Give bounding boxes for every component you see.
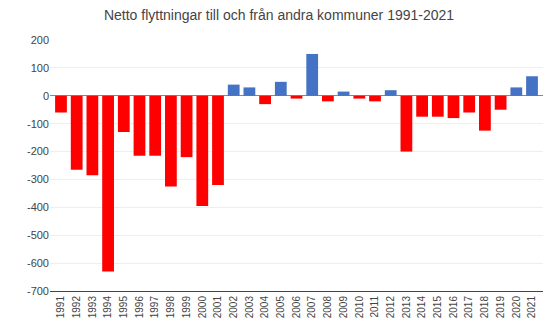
svg-text:-700: -700 <box>27 285 49 297</box>
svg-text:2008: 2008 <box>322 296 333 319</box>
svg-text:-600: -600 <box>27 257 49 269</box>
svg-text:200: 200 <box>31 34 49 46</box>
svg-text:2012: 2012 <box>385 296 396 319</box>
svg-text:2005: 2005 <box>275 296 286 319</box>
svg-text:1993: 1993 <box>87 296 98 319</box>
svg-text:-300: -300 <box>27 173 49 185</box>
svg-text:2013: 2013 <box>401 296 412 319</box>
svg-text:1992: 1992 <box>71 296 82 319</box>
svg-text:2021: 2021 <box>526 296 537 319</box>
svg-text:2009: 2009 <box>338 296 349 319</box>
svg-text:-500: -500 <box>27 229 49 241</box>
svg-text:1997: 1997 <box>149 296 160 319</box>
svg-text:2018: 2018 <box>479 296 490 319</box>
svg-text:2019: 2019 <box>495 296 506 319</box>
svg-text:0: 0 <box>43 90 49 102</box>
svg-text:Netto flyttningar till och frå: Netto flyttningar till och från andra ko… <box>104 7 454 23</box>
svg-text:-100: -100 <box>27 118 49 130</box>
svg-text:2020: 2020 <box>511 296 522 319</box>
svg-text:2004: 2004 <box>259 296 270 319</box>
svg-text:1999: 1999 <box>181 296 192 319</box>
svg-text:100: 100 <box>31 62 49 74</box>
svg-text:2011: 2011 <box>369 296 380 318</box>
svg-text:2000: 2000 <box>197 296 208 319</box>
svg-text:-400: -400 <box>27 201 49 213</box>
svg-text:2010: 2010 <box>354 296 365 319</box>
svg-text:2007: 2007 <box>306 296 317 319</box>
svg-text:1998: 1998 <box>165 296 176 319</box>
svg-text:1996: 1996 <box>134 296 145 319</box>
svg-text:-200: -200 <box>27 145 49 157</box>
svg-text:2016: 2016 <box>448 296 459 319</box>
svg-text:2015: 2015 <box>432 296 443 319</box>
svg-text:2003: 2003 <box>244 296 255 319</box>
svg-text:1995: 1995 <box>118 296 129 319</box>
svg-text:2014: 2014 <box>416 296 427 319</box>
svg-text:2006: 2006 <box>291 296 302 319</box>
svg-text:2002: 2002 <box>228 296 239 319</box>
svg-text:2017: 2017 <box>463 296 474 319</box>
svg-text:1994: 1994 <box>102 296 113 319</box>
svg-text:1991: 1991 <box>55 296 66 319</box>
svg-text:2001: 2001 <box>212 296 223 319</box>
